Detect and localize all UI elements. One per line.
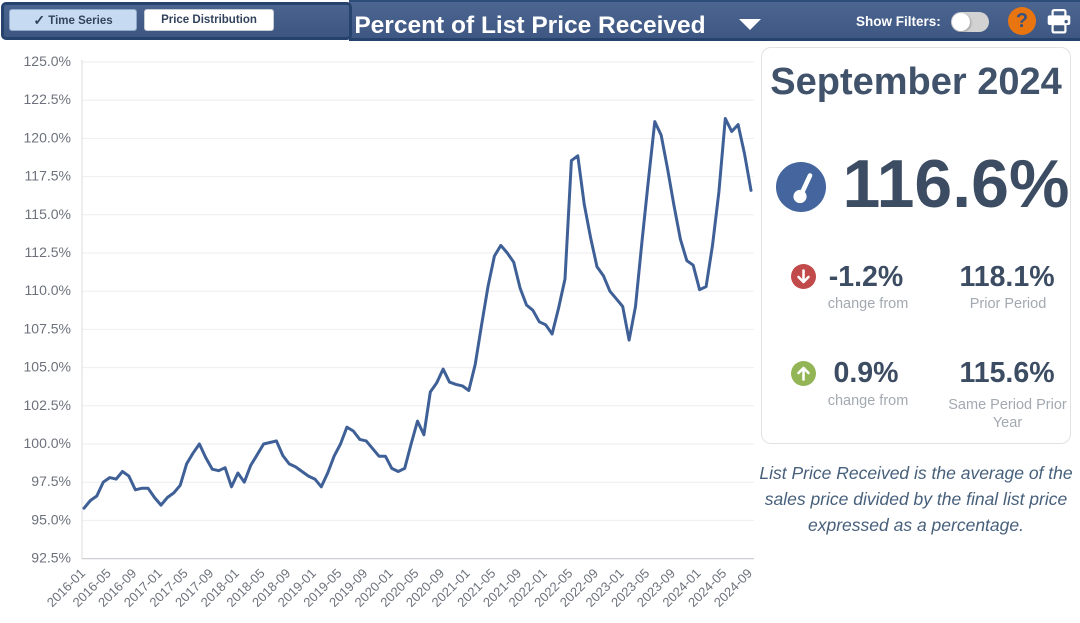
svg-text:122.5%: 122.5% — [24, 91, 71, 107]
svg-text:107.5%: 107.5% — [24, 320, 71, 336]
svg-text:102.5%: 102.5% — [24, 397, 71, 413]
svg-text:125.0%: 125.0% — [24, 53, 71, 69]
svg-text:97.5%: 97.5% — [31, 473, 71, 489]
svg-text:117.5%: 117.5% — [25, 168, 71, 184]
svg-text:105.0%: 105.0% — [24, 359, 71, 375]
svg-text:110.0%: 110.0% — [25, 282, 71, 298]
svg-text:112.5%: 112.5% — [25, 244, 71, 260]
svg-text:100.0%: 100.0% — [24, 435, 71, 451]
svg-text:92.5%: 92.5% — [31, 550, 71, 566]
svg-text:115.0%: 115.0% — [25, 206, 71, 222]
svg-text:120.0%: 120.0% — [24, 129, 71, 145]
svg-text:95.0%: 95.0% — [31, 511, 71, 527]
